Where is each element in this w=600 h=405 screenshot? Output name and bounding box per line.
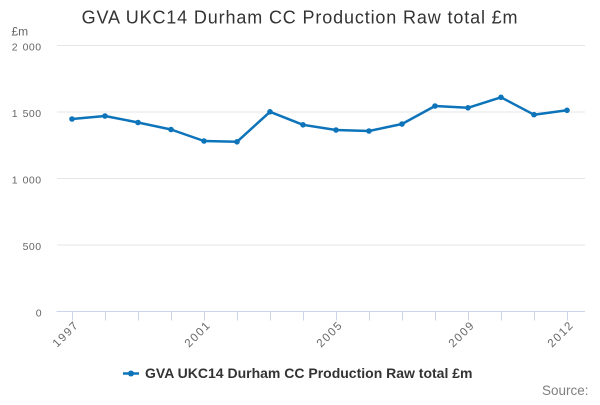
svg-text:Source:: Source: [542, 383, 589, 398]
svg-text:0: 0 [36, 307, 42, 319]
svg-text:1 000: 1 000 [12, 174, 42, 186]
svg-text:£m: £m [12, 25, 29, 39]
svg-text:500: 500 [23, 241, 42, 253]
svg-text:2 000: 2 000 [12, 41, 42, 53]
svg-text:1 500: 1 500 [12, 108, 42, 120]
svg-text:GVA UKC14 Durham CC Production: GVA UKC14 Durham CC Production Raw total… [145, 365, 472, 381]
svg-text:GVA UKC14 Durham CC Production: GVA UKC14 Durham CC Production Raw total… [82, 8, 519, 28]
